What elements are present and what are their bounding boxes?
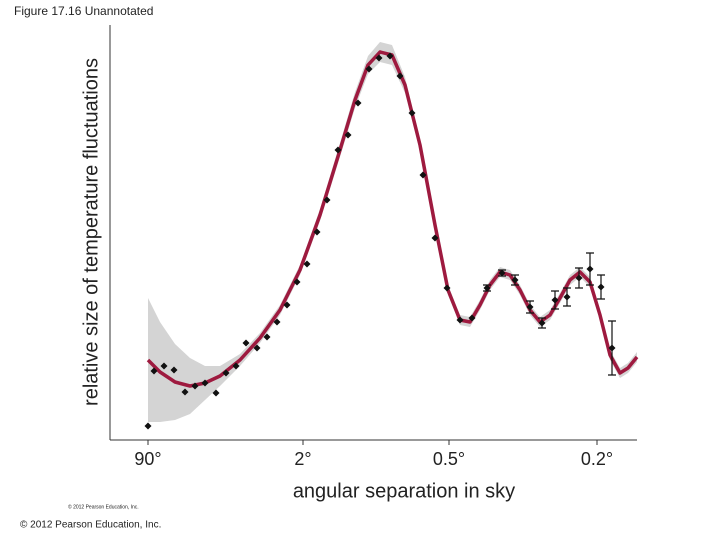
x-tick-label: 2° bbox=[294, 449, 311, 469]
data-point bbox=[511, 276, 519, 284]
data-point bbox=[191, 382, 199, 390]
data-point bbox=[354, 99, 362, 107]
data-point bbox=[575, 274, 583, 282]
data-point bbox=[222, 369, 230, 377]
fit-curve bbox=[146, 50, 639, 388]
data-point bbox=[144, 422, 152, 430]
data-point bbox=[498, 269, 506, 277]
data-point bbox=[396, 72, 404, 80]
data-point bbox=[597, 283, 605, 291]
uncertainty-band bbox=[148, 42, 637, 422]
data-point bbox=[375, 54, 383, 62]
data-point bbox=[344, 131, 352, 139]
data-point bbox=[293, 278, 301, 286]
data-point bbox=[586, 265, 594, 273]
credit: © 2012 Pearson Education, Inc. bbox=[20, 520, 161, 531]
data-point bbox=[232, 362, 240, 370]
data-point bbox=[283, 301, 291, 309]
data-point bbox=[273, 318, 281, 326]
data-point bbox=[334, 146, 342, 154]
data-point bbox=[386, 52, 394, 60]
figure-title: Figure 17.16 Unannotated bbox=[14, 4, 153, 18]
x-tick-label: 90° bbox=[134, 449, 161, 469]
data-point bbox=[443, 284, 451, 292]
data-point bbox=[608, 344, 616, 352]
data-point bbox=[212, 389, 220, 397]
data-point bbox=[526, 303, 534, 311]
data-point bbox=[563, 293, 571, 301]
small-credit: © 2012 Pearson Education, Inc. bbox=[68, 503, 139, 510]
data-point bbox=[323, 196, 331, 204]
data-point bbox=[431, 234, 439, 242]
data-point bbox=[253, 344, 261, 352]
data-point bbox=[263, 333, 271, 341]
data-point bbox=[303, 260, 311, 268]
data-point bbox=[201, 379, 209, 387]
data-point bbox=[365, 65, 373, 73]
x-tick-label: 0.5° bbox=[433, 449, 465, 469]
data-point bbox=[538, 319, 546, 327]
data-point bbox=[181, 388, 189, 396]
data-point bbox=[160, 362, 168, 370]
data-point bbox=[170, 366, 178, 374]
data-point bbox=[551, 296, 559, 304]
x-tick-label: 0.2° bbox=[581, 449, 613, 469]
data-point bbox=[242, 339, 250, 347]
data-point bbox=[456, 316, 464, 324]
data-point bbox=[408, 109, 416, 117]
data-point bbox=[483, 284, 491, 292]
data-point bbox=[150, 367, 158, 375]
data-point bbox=[419, 171, 427, 179]
data-point bbox=[468, 314, 476, 322]
x-axis-label: angular separation in sky bbox=[293, 480, 515, 502]
y-axis-label: relative size of temperature fluctuation… bbox=[80, 58, 102, 406]
data-point bbox=[313, 228, 321, 236]
